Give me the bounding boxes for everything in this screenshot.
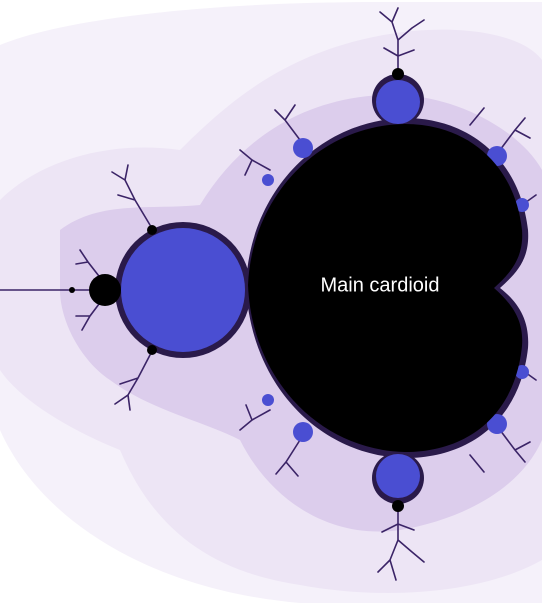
- period-4-bulb: [89, 274, 121, 306]
- small-bulb-far-lower-right: [515, 365, 529, 379]
- small-bulb-lower-right: [487, 414, 507, 434]
- small-bulb-upper-left: [293, 138, 313, 158]
- tiny-bulb-far-left: [69, 287, 75, 293]
- top-spike: [379, 7, 425, 81]
- bulbs: [121, 80, 529, 498]
- bottom-bulb: [376, 454, 420, 498]
- tiny-bulb-bottom: [392, 500, 404, 512]
- tiny-bulb-top: [392, 68, 404, 80]
- small-bulb-left-lower: [262, 394, 274, 406]
- small-bulb-lower-left: [293, 422, 313, 442]
- cardioid-upper-left-spikes: [239, 104, 301, 176]
- cardioid-right-spikes: [469, 107, 537, 473]
- dark-bulbs: [69, 68, 404, 512]
- bottom-spike: [377, 499, 425, 581]
- filaments: [0, 7, 537, 581]
- cardioid-lower-left-spikes: [239, 404, 301, 477]
- tiny-bulb-left-lower: [147, 345, 157, 355]
- small-bulb-far-upper-right: [515, 198, 529, 212]
- top-bulb: [376, 80, 420, 124]
- main-cardioid: [248, 124, 523, 452]
- main-cardioid-label: Main cardioid: [320, 274, 440, 297]
- tiny-bulb-left-upper: [147, 225, 157, 235]
- period-2-bulb: [121, 228, 245, 352]
- small-bulb-left-upper: [262, 174, 274, 186]
- left-lower-spike: [114, 354, 151, 411]
- left-upper-spike: [111, 164, 151, 226]
- small-bulb-spikes: [75, 249, 103, 331]
